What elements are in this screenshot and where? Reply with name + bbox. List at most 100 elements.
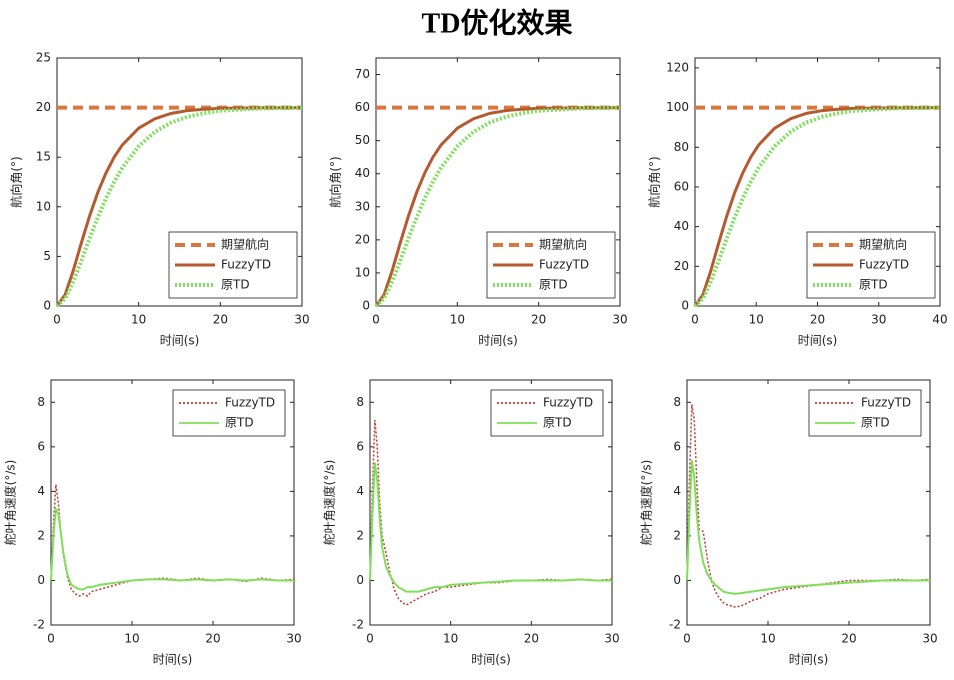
y-tick-label: 25 [36,51,51,65]
y-tick-label: 60 [355,100,370,114]
y-tick-label: 2 [37,528,45,542]
y-tick-label: 4 [356,484,364,498]
x-tick-label: 10 [749,313,764,327]
y-tick-label: 6 [356,439,364,453]
series-line [55,106,303,307]
y-tick-label: 2 [673,528,681,542]
x-tick-label: 30 [922,632,937,646]
y-tick-label: 80 [674,140,689,154]
x-tick-label: 30 [612,313,627,327]
y-tick-label: 50 [355,133,370,147]
y-tick-label: 20 [355,232,370,246]
series-line [374,105,621,308]
y-tick-label: 120 [666,60,689,74]
y-axis-label: 舵叶角速度(°/s) [322,460,337,546]
figure-title: TD优化效果 [422,7,573,39]
y-tick-label: 6 [37,439,45,453]
y-tick-label: -2 [669,618,681,632]
legend: FuzzyTD 原TD [172,389,286,437]
x-tick-label: 30 [604,632,619,646]
x-axis-label: 时间(s) [471,653,511,667]
y-tick-label: 0 [356,573,364,587]
legend-label: 原TD [861,416,890,430]
x-tick-label: 30 [294,313,309,327]
legend-label: 期望航向 [221,237,269,252]
x-axis-label: 时间(s) [789,653,829,667]
x-tick-label: 0 [372,313,380,327]
legend-label: 期望航向 [539,237,587,252]
legend-box [490,389,604,437]
series-line [374,106,621,307]
legend-label: FuzzyTD [543,396,593,410]
subplot: 0 10 20 30 0 5 10 15 20 25 时间(s) 航向角(°) [9,51,310,348]
series-line [686,460,930,595]
y-tick-label: 15 [36,150,51,164]
y-tick-label: 6 [673,439,681,453]
y-axis-label: 航向角(°) [9,156,24,207]
y-tick-label: 0 [681,299,689,313]
x-tick-label: 0 [53,313,61,327]
x-tick-label: 10 [124,632,139,646]
y-tick-label: 10 [36,199,51,213]
legend-label: 原TD [543,416,572,430]
legend-label: FuzzyTD [225,396,275,410]
y-tick-label: 8 [673,395,681,409]
series-line [50,505,294,591]
series-line [693,106,941,307]
legend-label: 原TD [859,278,888,292]
y-tick-label: 100 [666,100,689,114]
y-tick-label: 40 [674,219,689,233]
subplot: 0 10 20 30 40 0 20 40 60 80 100 120 时间(s) 航向角(°) [647,57,948,348]
x-tick-label: 10 [443,632,458,646]
x-axis-label: 时间(s) [160,334,200,348]
legend-label: 期望航向 [859,237,907,252]
legend: FuzzyTD 原TD [490,389,604,437]
legend-box [172,389,286,437]
legend-label: 原TD [221,278,250,292]
x-tick-label: 20 [524,632,539,646]
x-axis-label: 时间(s) [478,334,518,348]
series-line [50,484,295,597]
x-axis-label: 时间(s) [798,334,838,348]
legend-label: FuzzyTD [859,258,909,272]
y-tick-label: -2 [33,618,45,632]
y-tick-label: 8 [356,395,364,409]
x-axis-label: 时间(s) [153,653,193,667]
y-tick-label: 40 [355,166,370,180]
y-tick-label: 0 [37,573,45,587]
y-tick-label: 10 [355,265,370,279]
legend-label: 原TD [539,278,568,292]
x-tick-label: 20 [205,632,220,646]
x-tick-label: 0 [683,632,691,646]
y-tick-label: 60 [674,179,689,193]
x-tick-label: 0 [691,313,699,327]
x-tick-label: 30 [871,313,886,327]
legend-label: FuzzyTD [221,258,271,272]
x-tick-label: 10 [760,632,775,646]
y-tick-label: 8 [37,395,45,409]
x-tick-label: 30 [286,632,301,646]
x-tick-label: 0 [366,632,374,646]
x-tick-label: 40 [932,313,947,327]
legend: 期望航向 FuzzyTD 原TD [168,231,298,299]
series-line [693,105,941,308]
legend: FuzzyTD 原TD [808,389,922,437]
x-tick-label: 10 [450,313,465,327]
legend-label: FuzzyTD [539,258,589,272]
series-line [369,462,612,593]
x-tick-label: 20 [531,313,546,327]
y-tick-label: 20 [674,259,689,273]
subplot: 0 10 20 30 0 10 20 30 40 50 60 70 时间(s) 航向角(°) [328,57,628,348]
x-tick-label: 20 [841,632,856,646]
y-tick-label: 0 [673,573,681,587]
y-tick-label: 2 [356,528,364,542]
y-axis-label: 航向角(°) [647,156,662,207]
y-tick-label: -2 [352,618,364,632]
series-line [55,105,303,308]
legend-label: 原TD [225,416,254,430]
y-axis-label: 舵叶角速度(°/s) [3,460,18,546]
x-tick-label: 0 [47,632,55,646]
y-tick-label: 5 [43,249,51,263]
x-tick-label: 20 [213,313,228,327]
